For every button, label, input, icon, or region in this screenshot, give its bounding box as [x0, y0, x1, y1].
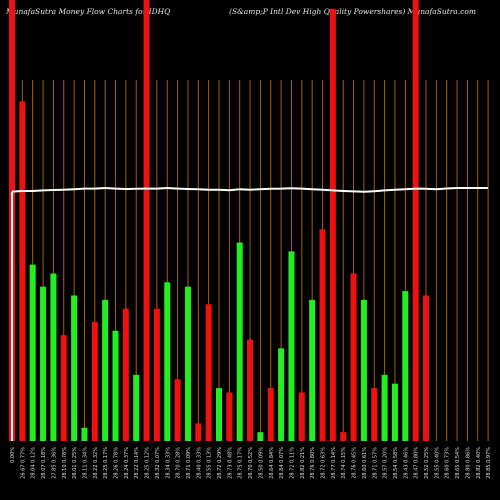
x-tick-label: 28.50 0.09% [258, 447, 264, 479]
x-tick-label: 28.40 0.33% [196, 447, 202, 479]
money-flow-bar [143, 0, 150, 441]
x-tick-label: 28.47 0.80% [414, 447, 420, 479]
line-series [11, 186, 489, 193]
chart-title: MunafaSutra Money Flow Charts for IDHQ [6, 7, 171, 16]
x-tick-label: 28.25 0.17% [103, 447, 109, 479]
x-tick-label: 28.26 0.78% [114, 447, 120, 479]
x-tick-label: 28.73 0.48% [227, 447, 233, 479]
x-tick-label: 28.75 0.17% [238, 447, 244, 479]
money-flow-bar [226, 392, 233, 441]
x-tick-label: 28.52 0.25% [424, 447, 430, 479]
x-tick-label: 28.25 0.12% [145, 447, 151, 479]
x-tick-label: 28.34 0.33% [165, 447, 171, 479]
x-tick-label: 28.43 0.46% [403, 447, 409, 479]
money-flow-bar [216, 388, 222, 441]
money-flow-bar [247, 339, 254, 441]
x-tick-label: 28.82 0.40% [476, 447, 482, 479]
x-tick-label: 28.24 0.37% [124, 447, 130, 479]
x-tick-label: 28.80 0.86% [465, 447, 471, 479]
x-tick-label: 28.57 0.20% [383, 447, 389, 479]
money-flow-bar [402, 291, 409, 441]
x-tick-label: 28.82 0.21% [300, 447, 306, 479]
x-tick-label: 28.72 0.63% [321, 447, 327, 479]
money-flow-bar [267, 388, 274, 441]
money-flow-bar [29, 264, 36, 441]
x-tick-label: 28.55 0.40% [434, 447, 440, 479]
money-flow-bar [340, 432, 347, 441]
x-tick-label: 28.70 0.28% [176, 447, 182, 479]
x-tick-label: 28.11 0.34% [82, 447, 88, 479]
money-flow-bar [350, 273, 357, 441]
money-flow-bar [50, 273, 57, 441]
x-tick-label: 28.72 0.29% [217, 447, 223, 479]
money-flow-bar [153, 308, 160, 441]
money-flow-bar [236, 242, 243, 441]
x-tick-label: 28.60 0.61% [362, 447, 368, 479]
x-tick-label: 28.76 0.80% [310, 447, 316, 479]
x-tick-label: 26.67 0.77% [20, 447, 26, 479]
x-tick-label: 28.54 0.58% [393, 447, 399, 479]
money-flow-bar [412, 0, 419, 441]
money-flow-bar [391, 383, 398, 441]
chart-subtitle: (S&amp;P Intl Dev High Quality Powershar… [229, 7, 476, 16]
money-flow-bar [19, 101, 26, 442]
money-flow-bar [381, 374, 388, 441]
money-flow-bar [112, 330, 119, 441]
money-flow-bar [309, 299, 316, 441]
x-tick-label: 28.10 0.78% [62, 447, 68, 479]
money-flow-bar [81, 427, 88, 441]
x-tick-label: 28.71 0.57% [372, 447, 378, 479]
money-flow-bar [40, 286, 47, 441]
x-tick-label: 28.60 0.73% [445, 447, 451, 479]
money-flow-bar [329, 8, 336, 441]
x-tick-label: 0.00% [10, 447, 16, 463]
x-tick-label: 28.32 0.07% [155, 447, 161, 479]
x-tick-label: 28.22 0.32% [93, 447, 99, 479]
x-tick-label: 28.84 0.07% [279, 447, 285, 479]
money-flow-bar [60, 335, 67, 441]
x-tick-label: 28.01 0.25% [72, 447, 78, 479]
money-flow-bar [371, 388, 378, 441]
money-flow-bar [257, 432, 264, 441]
money-flow-bar [195, 423, 202, 441]
x-tick-label: 28.22 0.14% [134, 447, 140, 479]
money-flow-bar [184, 286, 191, 441]
money-flow-bar [174, 379, 181, 441]
money-flow-bar [102, 299, 109, 441]
x-tick-label: 28.64 0.84% [269, 447, 275, 479]
x-tick-label: 28.85 0.97% [486, 447, 492, 479]
x-tick-label: 28.07 0.18% [41, 447, 47, 479]
money-flow-bar [205, 304, 212, 441]
x-tick-label: 28.74 0.15% [341, 447, 347, 479]
money-flow-bar [278, 348, 285, 441]
x-tick-label: 28.72 0.11% [289, 447, 295, 479]
money-flow-bar [164, 282, 171, 441]
x-tick-label: 27.85 0.36% [51, 447, 57, 479]
money-flow-bar [133, 374, 140, 441]
money-flow-bar [423, 295, 429, 441]
x-tick-label: 28.70 0.52% [248, 447, 254, 479]
x-tick-label: 28.76 0.45% [352, 447, 358, 479]
x-tick-label: 28.55 0.13% [207, 447, 213, 479]
money-flow-bar [298, 392, 305, 441]
money-flow-bar [91, 321, 98, 441]
money-flow-bar [122, 308, 129, 441]
money-flow-bar [71, 295, 78, 441]
money-flow-bar [288, 251, 295, 441]
x-tick-label: 28.71 0.09% [186, 447, 192, 479]
x-tick-label: 28.04 0.12% [31, 447, 37, 479]
x-tick-label: 28.65 0.54% [455, 447, 461, 479]
x-tick-label: 28.77 0.14% [331, 447, 337, 479]
money-flow-bar [319, 229, 326, 441]
money-flow-bar [360, 299, 367, 441]
